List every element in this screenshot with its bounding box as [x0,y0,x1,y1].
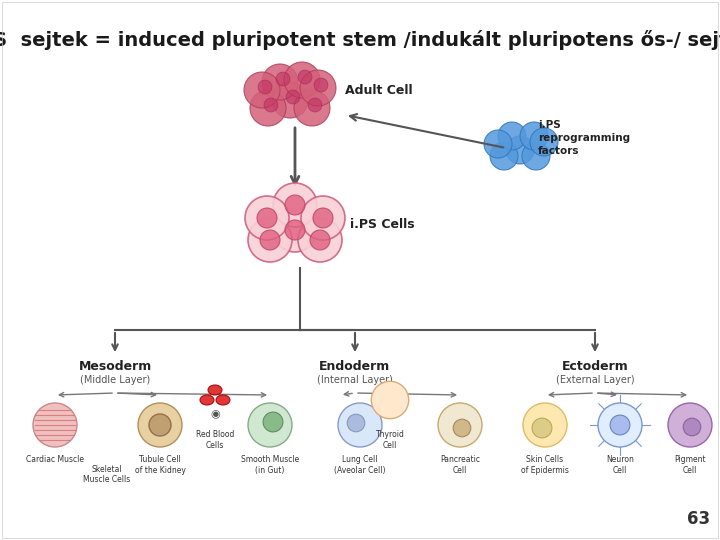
Circle shape [260,230,280,250]
Text: Red Blood
Cells: Red Blood Cells [196,430,234,450]
Circle shape [244,72,280,108]
Text: Cardiac Muscle: Cardiac Muscle [26,455,84,464]
Text: Skin Cells
of Epidermis: Skin Cells of Epidermis [521,455,569,475]
Text: ◉: ◉ [210,409,220,419]
Text: Tubule Cell
of the Kidney: Tubule Cell of the Kidney [135,455,186,475]
Circle shape [523,403,567,447]
Circle shape [298,70,312,84]
Circle shape [347,414,365,432]
Circle shape [273,183,317,227]
Circle shape [284,62,320,98]
Circle shape [262,64,298,100]
Circle shape [250,90,286,126]
Circle shape [490,142,518,170]
Text: Thyroid
Cell: Thyroid Cell [376,430,405,450]
Ellipse shape [208,385,222,395]
Text: Endoderm: Endoderm [320,360,391,373]
Text: (Internal Layer): (Internal Layer) [317,375,393,385]
Circle shape [314,78,328,92]
Ellipse shape [200,395,214,405]
Circle shape [285,195,305,215]
Text: (Middle Layer): (Middle Layer) [80,375,150,385]
Text: Adult Cell: Adult Cell [345,84,413,97]
Circle shape [258,80,272,94]
Circle shape [245,196,289,240]
Text: i.PS
reprogramming
factors: i.PS reprogramming factors [538,120,630,157]
Circle shape [272,82,308,118]
Circle shape [300,70,336,106]
Circle shape [598,403,642,447]
Text: Lung Cell
(Aveolar Cell): Lung Cell (Aveolar Cell) [334,455,386,475]
Text: Neuron
Cell: Neuron Cell [606,455,634,475]
Text: Pigment
Cell: Pigment Cell [674,455,706,475]
Circle shape [257,208,277,228]
Text: Pancreatic
Cell: Pancreatic Cell [440,455,480,475]
Circle shape [298,218,342,262]
Circle shape [263,412,283,432]
Circle shape [372,381,409,418]
Circle shape [285,220,305,240]
Circle shape [310,230,330,250]
Circle shape [294,90,330,126]
Circle shape [438,403,482,447]
Text: i.PS  sejtek = induced pluripotent stem /indukált pluripotens ős-/ sejtek: i.PS sejtek = induced pluripotent stem /… [0,30,720,50]
Circle shape [338,403,382,447]
Circle shape [506,136,534,164]
Text: Skeletal
Muscle Cells: Skeletal Muscle Cells [84,465,130,484]
Circle shape [530,128,558,156]
Circle shape [149,414,171,436]
Text: i.PS Cells: i.PS Cells [350,219,415,232]
Text: 63: 63 [687,510,710,528]
Circle shape [484,130,512,158]
Circle shape [313,208,333,228]
Text: Ectoderm: Ectoderm [562,360,629,373]
Circle shape [248,218,292,262]
Circle shape [286,90,300,104]
Circle shape [308,98,322,112]
Circle shape [138,403,182,447]
Text: Smooth Muscle
(in Gut): Smooth Muscle (in Gut) [241,455,299,475]
Circle shape [248,403,292,447]
Circle shape [276,72,290,86]
Circle shape [453,419,471,437]
Circle shape [668,403,712,447]
Circle shape [264,98,278,112]
Circle shape [273,208,317,252]
Circle shape [33,403,77,447]
Text: (External Layer): (External Layer) [556,375,634,385]
Circle shape [301,196,345,240]
Circle shape [498,122,526,150]
Circle shape [683,418,701,436]
Circle shape [610,415,630,435]
Text: Mesoderm: Mesoderm [78,360,152,373]
Ellipse shape [216,395,230,405]
Circle shape [520,122,548,150]
Circle shape [532,418,552,438]
Circle shape [522,142,550,170]
